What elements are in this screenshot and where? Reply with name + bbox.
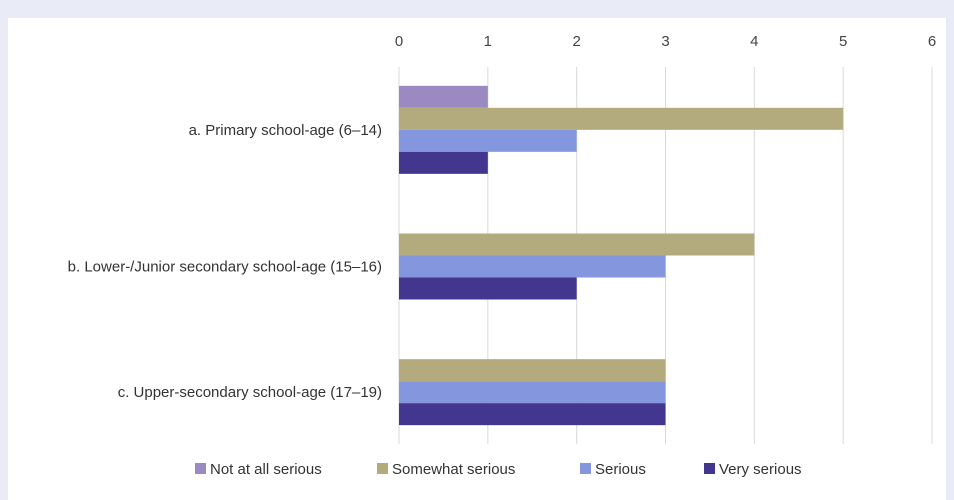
x-tick-label: 5 — [839, 33, 847, 50]
x-axis-ticks: 0 1 2 3 4 5 6 — [395, 33, 936, 50]
bar — [399, 151, 488, 174]
category-labels: a. Primary school-age (6–14) b. Lower-/Ju… — [68, 122, 382, 401]
chart-panel: 0 1 2 3 4 5 6 a. Primary school-age (6–14) b. L… — [8, 18, 946, 500]
category-label: c. Upper-secondary school-age (17–19) — [118, 384, 382, 401]
bar — [399, 359, 666, 382]
x-tick-label: 3 — [661, 33, 669, 50]
legend-swatch — [195, 463, 206, 474]
x-tick-label: 2 — [572, 33, 580, 50]
legend-item: Very serious — [704, 461, 802, 478]
legend-item: Somewhat serious — [377, 461, 515, 478]
legend-item: Not at all serious — [195, 461, 322, 478]
category-label: b. Lower-/Junior secondary school-age (1… — [68, 259, 382, 276]
legend-label: Very serious — [719, 461, 802, 478]
bar — [399, 255, 666, 278]
x-tick-label: 6 — [928, 33, 936, 50]
category-label: a. Primary school-age (6–14) — [189, 122, 382, 139]
bar — [399, 107, 844, 130]
legend-swatch — [704, 463, 715, 474]
x-tick-label: 1 — [484, 33, 492, 50]
legend-item: Serious — [580, 461, 646, 478]
legend-label: Serious — [595, 461, 646, 478]
legend-label: Somewhat serious — [392, 461, 515, 478]
legend-swatch — [580, 463, 591, 474]
bars — [399, 85, 844, 426]
bar — [399, 277, 577, 300]
legend: Not at all serious Somewhat serious Seriou… — [195, 461, 802, 478]
x-tick-label: 4 — [750, 33, 758, 50]
bar — [399, 129, 577, 152]
bar — [399, 85, 488, 108]
legend-label: Not at all serious — [210, 461, 322, 478]
bar — [399, 403, 666, 426]
bar-chart: 0 1 2 3 4 5 6 a. Primary school-age (6–14) b. L… — [68, 33, 937, 478]
x-tick-label: 0 — [395, 33, 403, 50]
bar — [399, 381, 666, 404]
legend-swatch — [377, 463, 388, 474]
bar — [399, 233, 755, 256]
